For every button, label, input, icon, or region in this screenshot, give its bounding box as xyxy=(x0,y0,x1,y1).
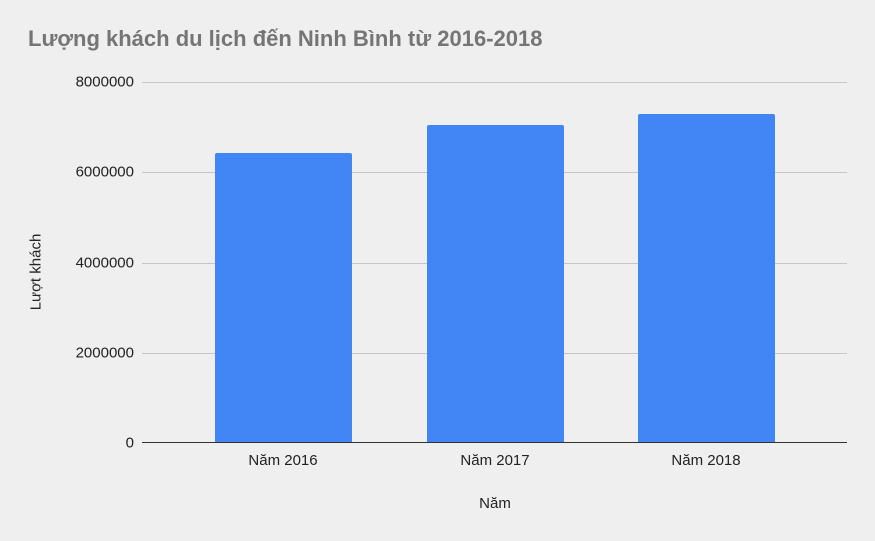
x-tick: Năm 2017 xyxy=(460,452,530,469)
chart-title: Lượng khách du lịch đến Ninh Bình từ 201… xyxy=(28,26,543,51)
x-axis-line xyxy=(142,442,847,443)
x-axis-label: Năm xyxy=(479,495,511,512)
bar-2017[interactable] xyxy=(427,124,564,443)
y-axis-label: Lượt khách xyxy=(27,233,45,311)
y-tick: 6000000 xyxy=(75,163,134,181)
x-tick: Năm 2016 xyxy=(248,452,318,469)
y-tick: 4000000 xyxy=(75,254,134,272)
bar-2018[interactable] xyxy=(638,114,775,443)
y-tick: 8000000 xyxy=(75,73,134,91)
plot-area: 0 2000000 4000000 6000000 8000000 Năm 20… xyxy=(76,74,847,469)
y-tick: 2000000 xyxy=(75,344,134,362)
x-tick: Năm 2018 xyxy=(671,452,741,469)
gridline xyxy=(142,82,847,83)
bar-2016[interactable] xyxy=(215,152,352,443)
y-tick: 0 xyxy=(125,434,134,452)
